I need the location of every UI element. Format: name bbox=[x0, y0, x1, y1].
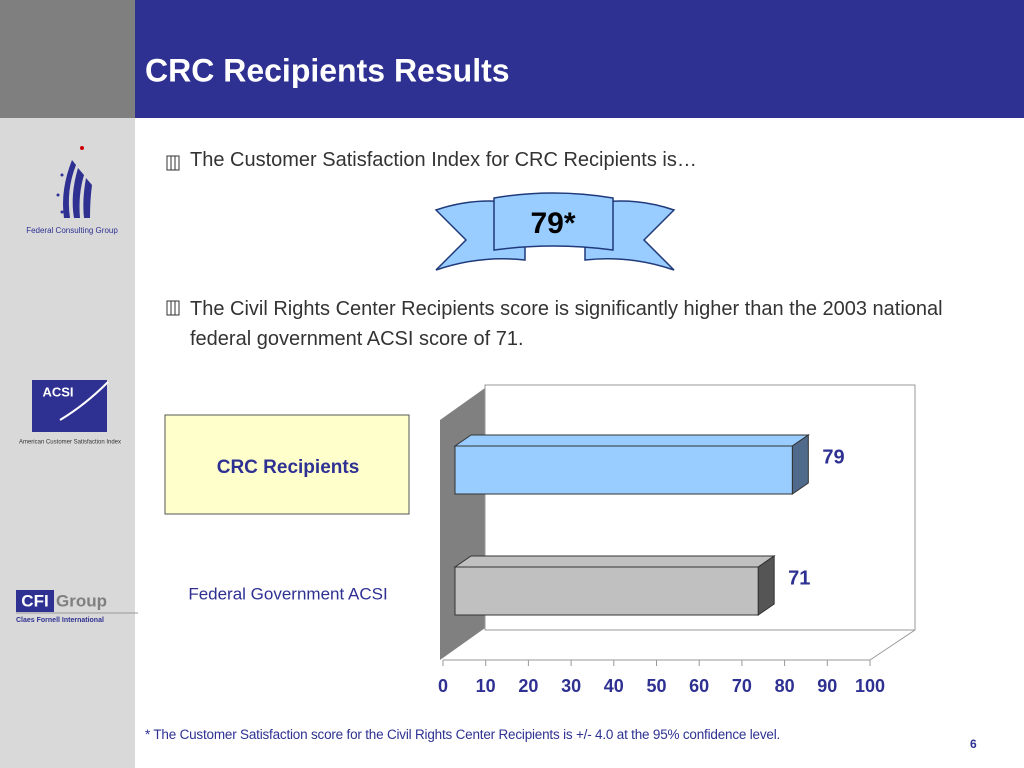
bar bbox=[454, 445, 793, 495]
cfi-subtext: Claes Fornell International bbox=[16, 617, 104, 624]
x-tick-label: 20 bbox=[518, 676, 538, 696]
acsi-text: ACSI bbox=[42, 384, 73, 399]
x-tick-label: 60 bbox=[689, 676, 709, 696]
category-label: Federal Government ACSI bbox=[188, 584, 387, 603]
x-tick-label: 0 bbox=[438, 676, 448, 696]
corner-block bbox=[0, 0, 135, 118]
x-tick-label: 30 bbox=[561, 676, 581, 696]
x-tick-label: 70 bbox=[732, 676, 752, 696]
slide-title: CRC Recipients Results bbox=[145, 52, 510, 88]
category-label: CRC Recipients bbox=[217, 457, 360, 478]
fcg-text: Federal Consulting Group bbox=[26, 226, 118, 235]
acsi-logo: ACSI American Customer Satisfaction Inde… bbox=[19, 380, 121, 446]
bar-side bbox=[791, 434, 809, 495]
bar-top bbox=[453, 555, 776, 568]
x-tick-label: 90 bbox=[817, 676, 837, 696]
badge-ribbon: 79* bbox=[434, 192, 676, 271]
chart-frame bbox=[484, 384, 916, 631]
x-tick-label: 40 bbox=[604, 676, 624, 696]
bar bbox=[454, 566, 759, 616]
category-box bbox=[164, 414, 410, 515]
bullet-icon bbox=[166, 155, 180, 171]
footnote: * The Customer Satisfaction score for th… bbox=[145, 727, 781, 742]
header-bar bbox=[135, 0, 1024, 118]
cfi-group-text: Group bbox=[56, 591, 107, 610]
bullet-text: The Civil Rights Center Recipients score… bbox=[190, 298, 943, 350]
x-tick-label: 100 bbox=[855, 676, 885, 696]
bullet-icon bbox=[166, 300, 180, 316]
cfi-logo: CFI Group Claes Fornell International bbox=[16, 590, 138, 624]
page-number: 6 bbox=[970, 737, 977, 751]
x-tick-label: 80 bbox=[775, 676, 795, 696]
fcg-logo: Federal Consulting Group bbox=[26, 146, 118, 235]
data-label: 71 bbox=[788, 567, 810, 589]
acsi-subtext: American Customer Satisfaction Index bbox=[19, 440, 121, 446]
data-label: 79 bbox=[822, 446, 844, 468]
chart-wall bbox=[440, 388, 485, 660]
bar-side bbox=[757, 555, 775, 616]
badge-value: 79* bbox=[530, 207, 575, 240]
bar-top bbox=[453, 434, 810, 447]
bullet-text: The Customer Satisfaction Index for CRC … bbox=[190, 149, 697, 171]
cfi-text: CFI bbox=[21, 591, 48, 610]
chart-floor-edge bbox=[869, 629, 916, 661]
x-tick-label: 10 bbox=[476, 676, 496, 696]
x-tick-label: 50 bbox=[646, 676, 666, 696]
